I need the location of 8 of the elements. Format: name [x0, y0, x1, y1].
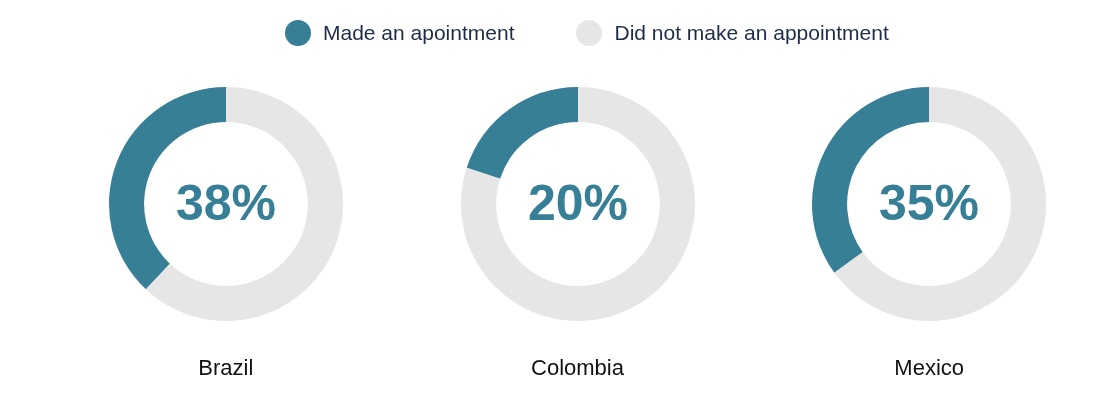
legend-label: Made an apointment [323, 21, 515, 45]
slice-label: Brazil [198, 354, 254, 382]
data-label: 38% [175, 174, 276, 231]
legend-label: Did not make an appointment [614, 21, 889, 45]
slice-label: Colombia [531, 354, 624, 382]
slice-label: Mexico [894, 354, 965, 382]
data-label: 20% [527, 174, 628, 231]
data-label: 35% [879, 174, 980, 231]
